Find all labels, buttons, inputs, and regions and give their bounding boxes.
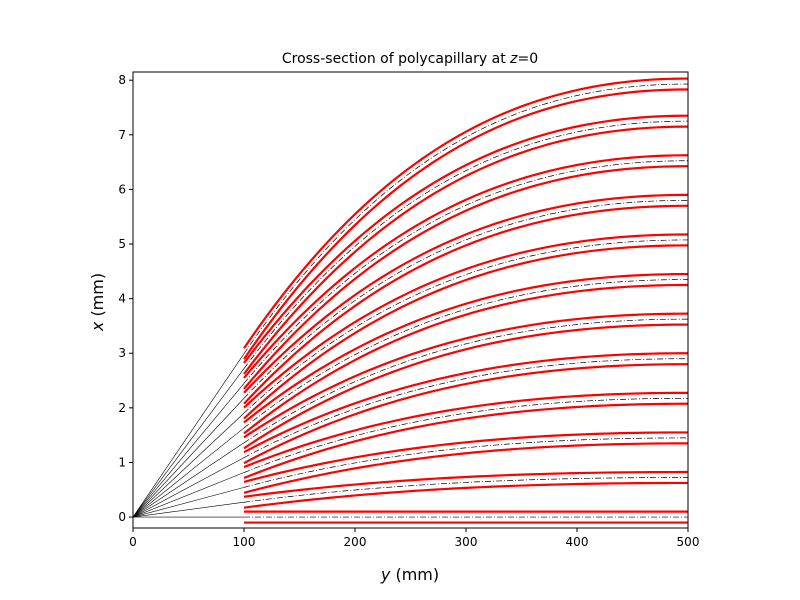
channel-upper-wall (243, 431, 689, 483)
channel-center-line (243, 199, 689, 399)
channel-lower-wall (243, 363, 689, 465)
channel-upper-wall (243, 470, 689, 498)
channel-lower-wall (243, 402, 689, 480)
channel-lower-wall (243, 88, 689, 360)
y-axis-ticks: 0 1 2 3 4 5 6 7 8 (118, 73, 133, 524)
channel-center-line (243, 239, 689, 414)
x-tick-label: 300 (455, 535, 478, 549)
x-tick-label: 100 (233, 535, 256, 549)
channel-lower-wall (243, 165, 689, 390)
source-ray (132, 487, 245, 518)
channel-upper-wall (243, 312, 689, 439)
channel-lower-wall (243, 204, 689, 405)
channel-upper-wall (243, 233, 689, 409)
channel-lower-wall (243, 244, 689, 420)
x-tick-label: 200 (344, 535, 367, 549)
source-ray (132, 353, 245, 518)
y-tick-label: 2 (118, 401, 126, 415)
channel-upper-wall (243, 193, 689, 394)
source-ray (132, 412, 245, 518)
source-ray (132, 501, 245, 518)
channel-lower-wall (243, 125, 689, 375)
x-tick-label: 500 (677, 535, 700, 549)
channel-upper-wall (243, 77, 689, 349)
y-tick-label: 5 (118, 237, 126, 251)
source-ray (132, 383, 245, 518)
channel-center-line (243, 318, 689, 444)
x-axis-ticks: 0 100 200 300 400 500 (129, 528, 699, 549)
plot-area (132, 77, 689, 524)
source-ray (132, 368, 245, 518)
source-ray (132, 472, 245, 518)
chart-title: Cross-section of polycapillary at z=0 (282, 51, 538, 67)
channel-lower-wall (243, 442, 689, 494)
source-ray (132, 398, 245, 518)
channel-upper-wall (243, 352, 689, 454)
source-ray (132, 457, 245, 518)
source-ray (132, 427, 245, 518)
channel-center-line (243, 477, 688, 503)
channel-upper-wall (243, 154, 689, 379)
y-tick-label: 7 (118, 128, 126, 142)
channel-lower-wall (243, 283, 689, 435)
y-axis-label: x (mm) (88, 273, 107, 332)
y-tick-label: 1 (118, 455, 126, 469)
channel-upper-wall (243, 272, 689, 424)
source-ray (132, 442, 245, 518)
x-tick-label: 0 (129, 535, 137, 549)
channel-center-line (243, 279, 689, 429)
channel-upper-wall (243, 391, 689, 469)
channel-center-line (243, 83, 689, 354)
channel-center-line (243, 160, 689, 384)
plot-frame (132, 71, 689, 529)
channel-lower-wall (243, 323, 689, 450)
channel-center-line (243, 358, 689, 458)
x-axis-label: y (mm) (380, 565, 439, 584)
channel-center-line (243, 120, 689, 369)
y-tick-label: 3 (118, 346, 126, 360)
y-tick-label: 0 (118, 510, 126, 524)
channel-upper-wall (243, 114, 689, 364)
channel-lower-wall (243, 481, 688, 509)
channel-center-line (243, 437, 689, 488)
y-tick-label: 6 (118, 182, 126, 196)
y-tick-label: 8 (118, 73, 126, 87)
channel-center-line (243, 397, 689, 473)
x-tick-label: 400 (566, 535, 589, 549)
y-tick-label: 4 (118, 292, 126, 306)
